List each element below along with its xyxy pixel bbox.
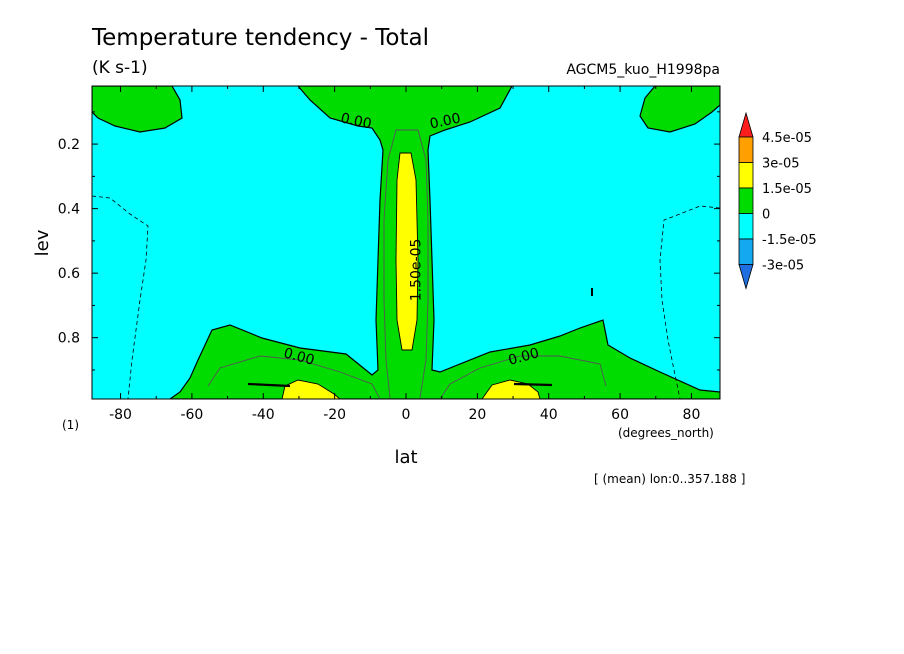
contour-band-top-left-positive (92, 86, 183, 133)
contour-label: 0.00 (507, 345, 541, 369)
colorbar-label: -3e-05 (762, 259, 804, 274)
contour-line-inner-left (383, 129, 429, 399)
colorbar-band (738, 187, 754, 214)
x-tick-label: -20 (323, 407, 346, 423)
colorbar-label: -1.5e-05 (762, 233, 817, 248)
y-axis: 0.2 0.4 0.6 0.8 (58, 111, 720, 371)
y-tick-label: 0.6 (58, 266, 80, 282)
x-tick-label: 40 (540, 407, 558, 423)
y-tick-label: 0.8 (58, 331, 80, 347)
colorbar-band (738, 213, 754, 240)
x-axis: -80 -60 -40 -20 0 20 40 60 80 (109, 86, 700, 423)
y-tick-label: 0.4 (58, 202, 80, 218)
x-tick-label: 80 (683, 407, 701, 423)
colorbar-band (738, 238, 754, 265)
x-axis-units: (degrees_north) (618, 426, 714, 440)
contour-band-equatorial-core (395, 152, 419, 351)
y-axis-label: lev (32, 229, 53, 256)
x-tick-label: -40 (252, 407, 275, 423)
contour-line-lower-left (207, 355, 381, 399)
contour-line-negative-right (659, 205, 720, 399)
x-tick-label: 0 (402, 407, 411, 423)
x-axis-label: lat (394, 447, 417, 468)
colorbar-band (738, 136, 754, 163)
contour-label: 0.00 (339, 110, 373, 132)
contour-fill-layer (92, 86, 720, 399)
colorbar-arrow-high (738, 111, 754, 138)
contour-label: 1.50e-05 (409, 239, 425, 302)
contour-line-lower-right (439, 355, 607, 399)
colorbar-label: 0 (762, 208, 770, 223)
colorbar: 4.5e-05 3e-05 1.5e-05 0 -1.5e-05 -3e-05 (738, 111, 817, 290)
dataset-name: AGCM5_kuo_H1998pa (566, 62, 720, 78)
contour-label: 0.00 (282, 345, 316, 369)
contour-labels: 0.00 0.00 0.00 0.00 1.50e-05 (282, 110, 541, 368)
contour-band-equatorial-positive (168, 86, 720, 399)
colorbar-label: 3e-05 (762, 157, 800, 172)
contour-line-streak-left (247, 382, 291, 388)
y-tick-label: 0.2 (58, 137, 80, 153)
page-tag: (1) (62, 418, 79, 432)
contour-line-negative-left (92, 195, 149, 399)
chart-units: (K s-1) (92, 58, 148, 78)
contour-label: 0.00 (428, 110, 462, 132)
contour-band-top-right-positive (639, 86, 720, 133)
x-tick-label: -60 (180, 407, 203, 423)
x-tick-label: 20 (468, 407, 486, 423)
footnote: [ (mean) lon:0..357.188 ] (594, 472, 745, 486)
colorbar-label: 4.5e-05 (762, 131, 812, 146)
contour-line-streak-right (513, 382, 553, 387)
x-tick-label: -80 (109, 407, 132, 423)
colorbar-band (738, 162, 754, 189)
x-tick-label: 60 (611, 407, 629, 423)
colorbar-label: 1.5e-05 (762, 182, 812, 197)
chart-title: Temperature tendency - Total (91, 25, 429, 51)
colorbar-arrow-low (738, 264, 754, 290)
